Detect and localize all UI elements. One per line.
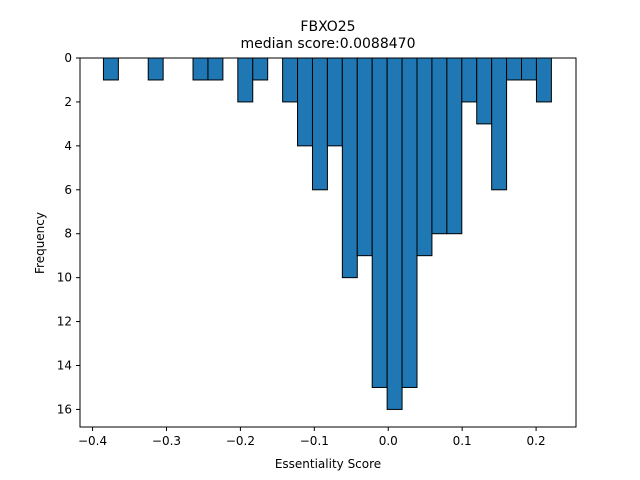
histogram-bar — [326, 57, 343, 147]
x-axis-label: Essentiality Score — [275, 457, 381, 471]
histogram-bar — [311, 57, 328, 191]
x-tick-label: −0.3 — [152, 434, 181, 448]
histogram-bar — [192, 57, 209, 81]
histogram-bar — [282, 57, 299, 103]
histogram-bar — [341, 57, 358, 279]
histogram-bar — [386, 57, 403, 410]
histogram-bar — [476, 57, 493, 125]
x-tick-label: 0.1 — [453, 434, 472, 448]
y-tick-label: 14 — [57, 359, 72, 373]
y-tick-label: 0 — [64, 51, 72, 65]
histogram-bar — [252, 57, 269, 81]
histogram-bar — [147, 57, 164, 81]
y-axis-label: Frequency — [33, 212, 47, 274]
y-tick-label: 16 — [57, 402, 72, 416]
histogram-bar — [237, 57, 254, 103]
histogram-bar — [207, 57, 224, 81]
bars-group — [102, 57, 552, 410]
x-tick-label: −0.1 — [300, 434, 329, 448]
histogram-bar — [446, 57, 463, 235]
y-tick-label: 2 — [64, 95, 72, 109]
x-tick-label: −0.2 — [226, 434, 255, 448]
histogram-bar — [102, 57, 119, 81]
histogram-bar — [491, 57, 508, 191]
histogram-bar — [371, 57, 388, 388]
chart-title: FBXO25 — [300, 19, 355, 35]
histogram-bar — [401, 57, 418, 388]
y-tick-label: 8 — [64, 227, 72, 241]
x-tick-label: −0.4 — [78, 434, 107, 448]
histogram-bar — [521, 57, 537, 81]
x-tick-label: 0.0 — [379, 434, 398, 448]
x-tick-label: 0.2 — [527, 434, 546, 448]
y-tick-label: 6 — [64, 183, 72, 197]
histogram-bar — [431, 57, 448, 235]
y-tick-label: 12 — [57, 315, 72, 329]
plot-frame — [79, 57, 577, 428]
histogram-bar — [356, 57, 373, 257]
histogram-bar — [506, 57, 523, 81]
y-tick-label: 10 — [57, 271, 72, 285]
x-axis-ticks: −0.4 −0.3 −0.2 −0.1 0.0 0.1 0.2 — [78, 427, 546, 448]
chart-subtitle: median score:0.0088470 — [241, 36, 416, 52]
histogram-bar — [461, 57, 478, 103]
histogram-bar — [297, 57, 313, 147]
y-tick-label: 4 — [64, 139, 72, 153]
y-axis-ticks: 0 2 4 6 8 10 12 14 16 — [57, 51, 80, 416]
histogram-bar — [535, 57, 552, 103]
histogram-bar — [416, 57, 433, 257]
